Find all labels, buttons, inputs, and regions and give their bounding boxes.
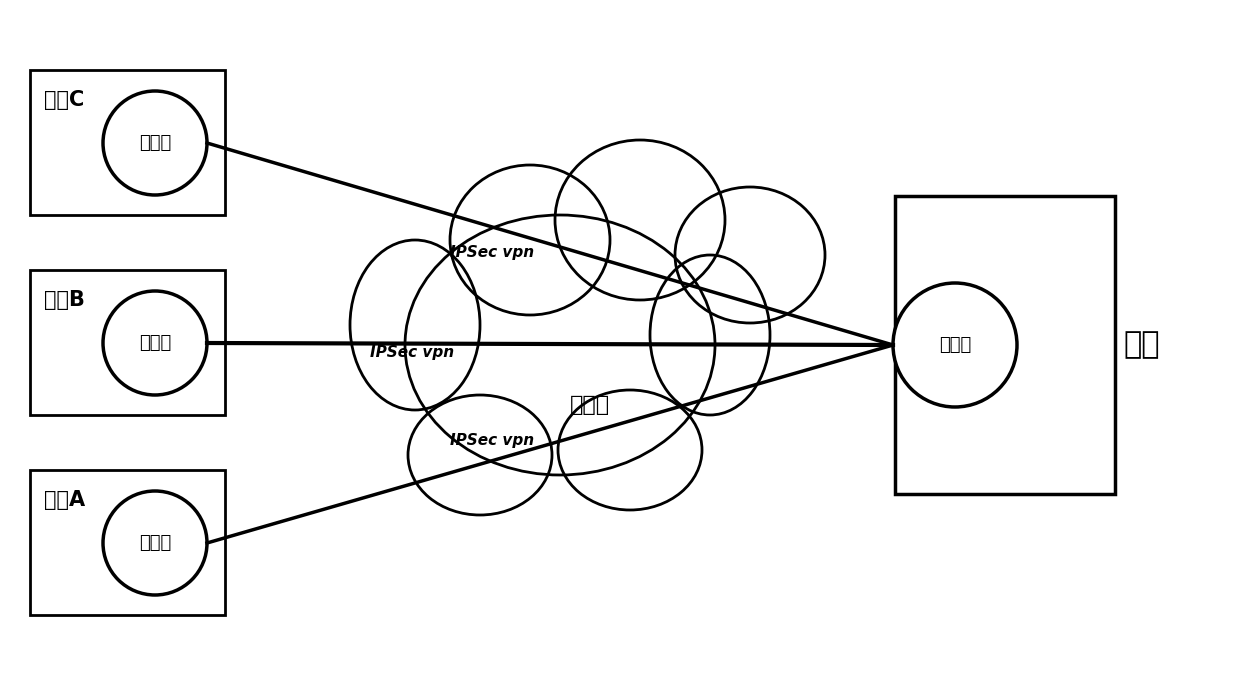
- Ellipse shape: [556, 140, 725, 300]
- Circle shape: [103, 91, 207, 195]
- Ellipse shape: [350, 240, 480, 410]
- Ellipse shape: [450, 165, 610, 315]
- Text: 因特网: 因特网: [570, 395, 610, 415]
- Text: 服务器: 服务器: [939, 336, 971, 354]
- Text: IPSec vpn: IPSec vpn: [450, 244, 534, 260]
- Text: 客户端: 客户端: [139, 334, 171, 352]
- Ellipse shape: [675, 187, 825, 323]
- Bar: [30, 70, 224, 215]
- Text: IPSec vpn: IPSec vpn: [450, 432, 534, 448]
- Bar: [895, 196, 1115, 494]
- Circle shape: [893, 283, 1017, 407]
- Circle shape: [103, 291, 207, 395]
- Bar: [30, 470, 224, 615]
- Ellipse shape: [405, 215, 715, 475]
- Text: 分支A: 分支A: [43, 490, 86, 510]
- Text: 客户端: 客户端: [139, 534, 171, 552]
- Text: IPSec vpn: IPSec vpn: [370, 345, 454, 360]
- Text: 总部: 总部: [1123, 331, 1159, 360]
- Ellipse shape: [408, 395, 552, 515]
- Ellipse shape: [650, 255, 770, 415]
- Circle shape: [103, 491, 207, 595]
- Text: 分支B: 分支B: [43, 290, 84, 310]
- Text: 客户端: 客户端: [139, 134, 171, 152]
- Text: 分支C: 分支C: [43, 90, 84, 110]
- Ellipse shape: [558, 390, 702, 510]
- Bar: [30, 270, 224, 415]
